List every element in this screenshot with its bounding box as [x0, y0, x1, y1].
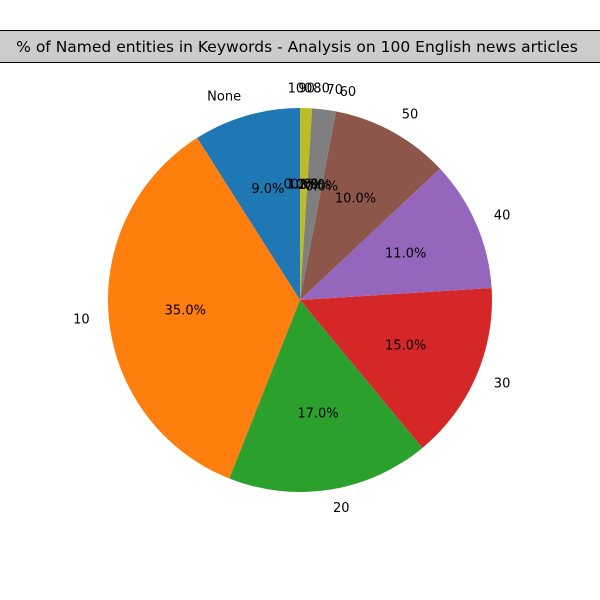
chart-title-box: % of Named entities in Keywords - Analys… [0, 30, 600, 63]
pie-slice-70 [300, 108, 336, 300]
slice-category-label: 50 [402, 107, 419, 122]
pie-labels: None 9.0% 10 35.0% 20 17.0% 30 15.0% 40 11.0% 50 10… [73, 81, 510, 516]
slice-percent-label: 0.0% [305, 179, 338, 194]
pie-slice-10 [107, 137, 300, 479]
slice-category-label: 70 [327, 83, 344, 98]
pie-slice-20 [229, 300, 423, 493]
slice-category-label: 30 [494, 376, 511, 391]
slice-percent-label: 2.0% [298, 178, 331, 193]
slice-category-label: 20 [333, 501, 350, 516]
slice-percent-label: 9.0% [251, 182, 284, 197]
slice-category-label: 10 [73, 312, 90, 327]
pie-slice-50 [300, 111, 440, 301]
slice-category-label: 40 [494, 209, 511, 224]
pie-slice-none [197, 108, 300, 300]
slice-percent-label: 15.0% [385, 338, 426, 353]
pie-slices [107, 108, 492, 493]
slice-percent-label: 1.0% [287, 177, 320, 192]
slice-category-label: 90 [298, 81, 315, 96]
slice-category-label: 60 [340, 85, 357, 100]
chart-title: % of Named entities in Keywords - Analys… [16, 37, 578, 56]
pie-slice-40 [300, 168, 492, 300]
slice-percent-label: 10.0% [335, 192, 376, 207]
slice-percent-label: 11.0% [385, 247, 426, 262]
slice-percent-label: 35.0% [165, 303, 206, 318]
slice-category-label: None [207, 90, 241, 105]
pie-slice-30 [300, 287, 492, 448]
slice-percent-label: 0.0% [291, 178, 324, 193]
slice-percent-label: 17.0% [297, 406, 338, 421]
slice-category-label: 100 [288, 81, 313, 96]
slice-category-label: 80 [313, 82, 330, 97]
slice-percent-label: 0.0% [283, 177, 316, 192]
pie-slice-90 [300, 108, 313, 300]
